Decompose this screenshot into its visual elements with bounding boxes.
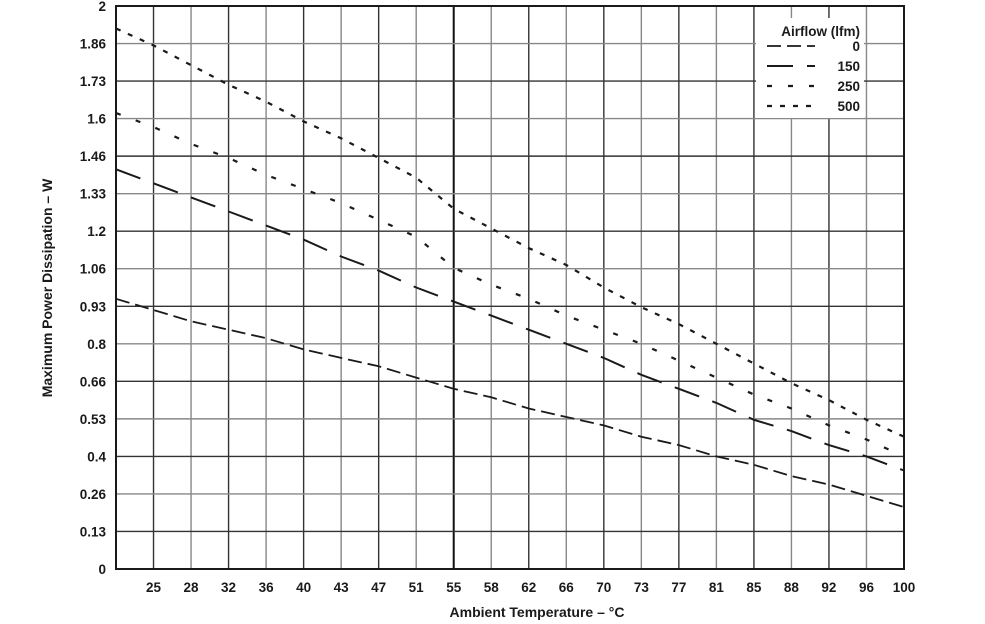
x-tick-label: 40 bbox=[296, 580, 311, 595]
y-tick-label: 0.53 bbox=[80, 412, 107, 427]
y-tick-label: 0.26 bbox=[80, 487, 107, 502]
x-tick-label: 58 bbox=[484, 580, 500, 595]
y-tick-label: 1.06 bbox=[80, 262, 107, 277]
x-tick-label: 55 bbox=[446, 580, 462, 595]
chart-grid bbox=[116, 6, 905, 569]
x-tick-label: 81 bbox=[709, 580, 725, 595]
y-tick-label: 0.66 bbox=[80, 374, 107, 389]
y-tick-label: 0 bbox=[98, 562, 106, 577]
legend-background bbox=[756, 18, 864, 118]
x-tick-label: 88 bbox=[784, 580, 800, 595]
legend-entry-label: 150 bbox=[837, 59, 860, 74]
x-tick-label: 43 bbox=[334, 580, 350, 595]
x-tick-label: 70 bbox=[596, 580, 611, 595]
y-tick-label: 2 bbox=[98, 0, 106, 14]
curve-airflow-0 bbox=[115, 297, 905, 508]
legend: Airflow (lfm) 0 150 250 500 bbox=[756, 18, 864, 118]
x-tick-label: 62 bbox=[521, 580, 536, 595]
plot-frame bbox=[115, 5, 905, 570]
chart-curves bbox=[115, 27, 905, 508]
curve-airflow-150 bbox=[115, 168, 905, 472]
y-axis-ticks: 0 0.13 0.26 0.4 0.53 0.66 0.8 0.93 1.06 1.2 1.33 1.… bbox=[80, 0, 107, 577]
y-tick-label: 0.4 bbox=[87, 449, 106, 464]
legend-entry-label: 250 bbox=[837, 79, 860, 94]
legend-title: Airflow (lfm) bbox=[781, 24, 860, 39]
y-tick-label: 0.8 bbox=[87, 337, 106, 352]
y-tick-label: 0.93 bbox=[80, 299, 107, 314]
y-tick-label: 1.6 bbox=[87, 112, 106, 127]
y-tick-label: 1.2 bbox=[87, 224, 106, 239]
x-tick-label: 66 bbox=[559, 580, 575, 595]
x-tick-label: 47 bbox=[371, 580, 386, 595]
y-axis-label: Maximum Power Dissipation – W bbox=[39, 178, 55, 397]
x-tick-label: 77 bbox=[671, 580, 686, 595]
y-tick-label: 1.46 bbox=[80, 149, 107, 164]
x-tick-label: 25 bbox=[146, 580, 162, 595]
legend-entry-label: 500 bbox=[837, 99, 860, 114]
x-tick-label: 28 bbox=[184, 580, 200, 595]
x-tick-label: 96 bbox=[859, 580, 875, 595]
y-tick-label: 1.86 bbox=[80, 37, 107, 52]
x-tick-label: 32 bbox=[221, 580, 236, 595]
legend-entry-label: 0 bbox=[852, 39, 860, 54]
x-tick-label: 36 bbox=[259, 580, 275, 595]
x-tick-label: 100 bbox=[893, 580, 916, 595]
y-tick-label: 1.73 bbox=[80, 74, 107, 89]
curve-airflow-500 bbox=[115, 27, 905, 438]
x-axis-ticks: 25 28 32 36 40 43 47 51 55 58 62 66 70 73 77 81 85 88 92 96… bbox=[146, 580, 915, 595]
x-axis-label: Ambient Temperature – °C bbox=[450, 604, 625, 620]
x-tick-label: 73 bbox=[634, 580, 650, 595]
curve-airflow-250 bbox=[115, 111, 905, 458]
y-tick-label: 1.33 bbox=[80, 187, 107, 202]
x-tick-label: 51 bbox=[409, 580, 425, 595]
y-tick-label: 0.13 bbox=[80, 524, 107, 539]
x-tick-label: 85 bbox=[746, 580, 762, 595]
x-tick-label: 92 bbox=[821, 580, 836, 595]
